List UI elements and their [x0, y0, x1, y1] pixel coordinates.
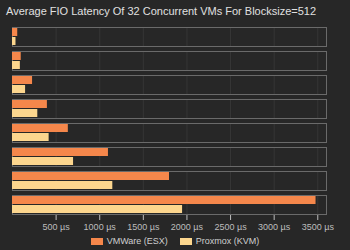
svg-text:500 µs: 500 µs	[43, 222, 71, 232]
html-text:Proxmox (KVM): Proxmox (KVM)	[195, 236, 260, 246]
svg-text:1000 µs: 1000 µs	[84, 222, 117, 232]
svg-text:3500 µs: 3500 µs	[302, 222, 335, 232]
svg-text:2500 µs: 2500 µs	[214, 222, 247, 232]
svg-text:2000 µs: 2000 µs	[171, 222, 204, 232]
svg-text:3000 µs: 3000 µs	[258, 222, 291, 232]
svg-text:1500 µs: 1500 µs	[127, 222, 160, 232]
html-text:Average FIO Latency Of 32 Conc: Average FIO Latency Of 32 Concurrent VMs…	[6, 5, 317, 17]
html-text:VMWare (ESX): VMWare (ESX)	[106, 236, 168, 246]
